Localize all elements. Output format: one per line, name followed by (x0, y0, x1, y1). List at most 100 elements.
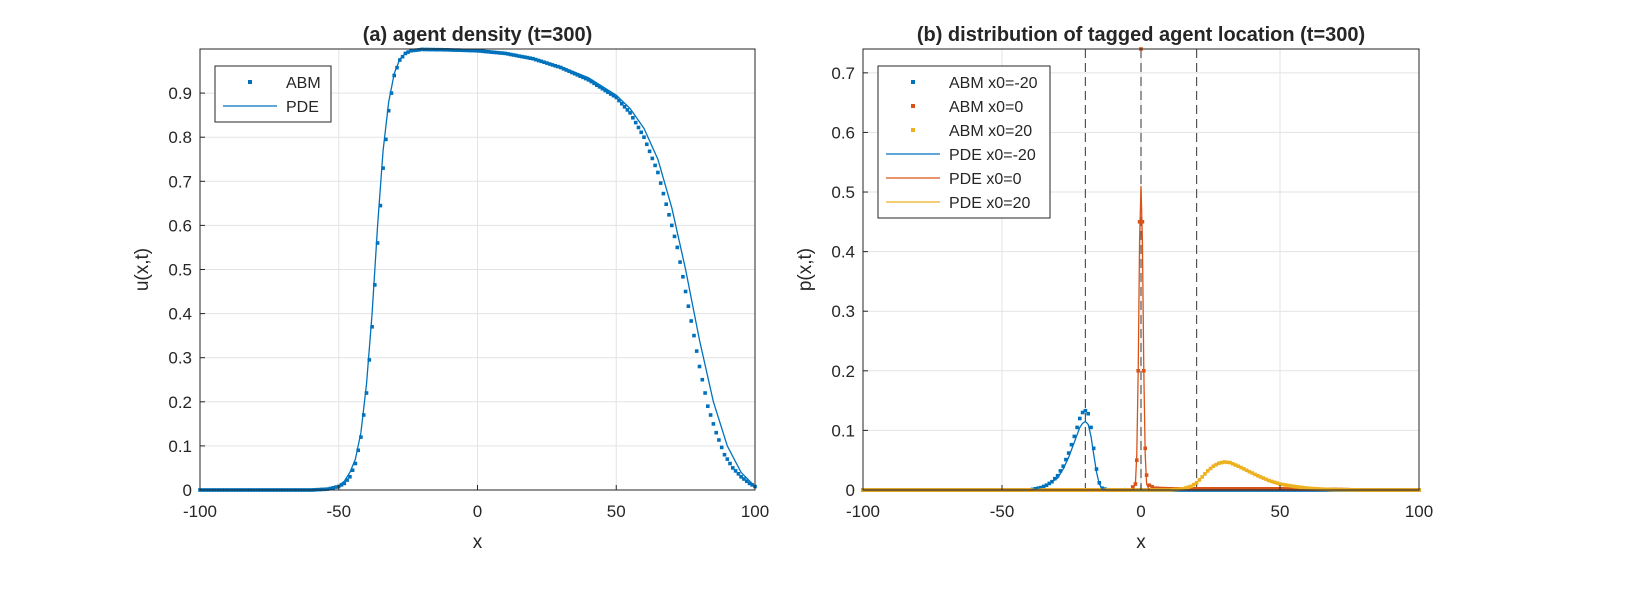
chart0-series-0-point (706, 404, 710, 408)
chart0-series-0-point (742, 477, 746, 481)
panel-agent-density: -100 -50 0 50 100 0 0.1 0.2 0.3 0.4 0.5 0.6 0.7 0.8 0.… (132, 24, 769, 553)
chart1-series-1-point (1230, 487, 1235, 491)
chart0-series-0-point (642, 135, 646, 139)
chart1-series-1-point (1219, 487, 1224, 491)
chart1-series-0-point (1061, 464, 1065, 468)
chart1-title: (b) distribution of tagged agent locatio… (917, 24, 1365, 46)
chart0-title: (a) agent density (t=300) (363, 24, 593, 46)
chart0-series-0-point (575, 73, 580, 77)
chart0-series-0-point (739, 475, 743, 479)
chart1-series-1-point (1253, 487, 1257, 491)
chart0-series-0-point (356, 448, 360, 453)
chart0-series-0-point (561, 67, 566, 71)
chart1-series-1-point (1283, 487, 1288, 491)
chart1-series-1-point (1150, 484, 1154, 489)
chart0-series-0-point (617, 98, 621, 103)
chart0-y-tick-label: 0.3 (168, 349, 192, 368)
chart0-series-0-point (750, 483, 754, 487)
chart1-series-0-point (1058, 469, 1063, 473)
chart0-x-tick-label: 0 (473, 502, 482, 521)
chart1-series-1-point (1247, 487, 1252, 491)
chart1-series-0-point (1066, 451, 1071, 455)
chart0-series-0-point (583, 76, 588, 81)
chart1-y-tick-label: 0.3 (831, 302, 855, 321)
chart1-series-1-point (1275, 487, 1279, 491)
chart0-series-0-point (703, 391, 707, 395)
chart0-series-0-point (678, 260, 682, 264)
chart1-series-1-point (1250, 487, 1254, 491)
chart0-series-0-point (608, 92, 613, 96)
chart0-series-0-point (578, 74, 582, 78)
chart0-series-0-point (697, 364, 702, 369)
chart1-y-tick-label: 0.7 (831, 64, 855, 83)
chart0-series-0-point (747, 481, 752, 486)
chart1-series-1-point (1256, 487, 1260, 491)
chart0-series-0-point (661, 191, 666, 196)
chart0-x-tick-label: -50 (326, 502, 351, 521)
chart1-series-1-point (1289, 487, 1293, 491)
chart0-series-0-point (711, 422, 716, 426)
chart1-series-4-line (863, 186, 1419, 491)
chart0-series-0-point (345, 478, 349, 482)
chart1-series-0-point (1064, 457, 1068, 462)
chart0-legend-box (214, 65, 332, 123)
chart0-x-axis-label: x (473, 532, 483, 553)
chart0-y-tick-label: 0.4 (168, 305, 192, 324)
chart0-series-0-point (389, 91, 394, 95)
chart1-series-3-line (863, 420, 1419, 491)
chart0-x-tick-label: 50 (607, 502, 626, 521)
chart0-y-tick-label: 0 (183, 481, 192, 500)
chart1-series-1-point (1269, 487, 1274, 491)
chart0-series-0-point (689, 319, 693, 323)
chart1-series-1-point (1208, 487, 1213, 491)
chart0-series-0-point (744, 479, 749, 483)
chart0-y-tick-label: 0.2 (168, 393, 192, 412)
chart0-series-0-point (683, 289, 688, 294)
chart1-series-0-point (1083, 408, 1088, 413)
chart0-y-tick-label: 0.5 (168, 261, 192, 280)
chart1-series-0-point (1055, 473, 1060, 478)
chart1-series-1-point (1292, 487, 1296, 491)
chart1-series-1-point (1192, 487, 1196, 491)
chart0-series-0-point (353, 461, 358, 466)
chart1-series-1-point (1214, 487, 1218, 491)
chart0-series-0-point (572, 71, 577, 76)
chart1-x-tick-label: -50 (990, 502, 1015, 521)
chart0-series-0-point (736, 472, 741, 476)
chart1-y-tick-label: 0.5 (831, 183, 855, 202)
chart0-series-0-point (606, 90, 610, 94)
chart0-series-0-point (672, 234, 677, 239)
chart1-series-1-point (1261, 487, 1266, 491)
chart0-series-0-point (714, 430, 718, 435)
chart0-series-0-point (636, 125, 641, 130)
chart1-series-1-point (1222, 487, 1227, 491)
chart0-series-0-point (633, 120, 638, 125)
chart0-series-0-point (670, 223, 674, 228)
chart0-series-0-point (325, 487, 330, 491)
chart0-series-0-point (664, 202, 668, 206)
chart1-series-1-point (1200, 487, 1204, 491)
chart0-y-tick-label: 0.6 (168, 216, 192, 235)
chart1-series-1-point (1244, 487, 1249, 491)
chart1-series-0-point (1091, 446, 1096, 451)
chart1-y-tick-label: 0 (846, 481, 855, 500)
chart0-series-0-point (692, 333, 696, 338)
chart1-legend-entry: ABM x0=20 (949, 123, 1032, 140)
chart0-series-0-point (348, 475, 352, 479)
chart0-y-tick-label: 0.9 (168, 84, 192, 103)
chart1-legend-swatch (911, 80, 915, 84)
chart0-series-0-point (675, 245, 680, 250)
chart0-series-0-point (708, 413, 713, 417)
chart0-series-0-point (611, 93, 616, 98)
chart1-x-axis-label: x (1136, 532, 1146, 553)
chart1-series-1-point (1286, 487, 1291, 491)
chart0-series-0-point (725, 457, 730, 461)
chart0-series-0-point (645, 142, 649, 147)
chart1-series-1-point (1294, 487, 1299, 491)
chart0-series-0-point (567, 69, 571, 73)
chart1-y-tick-label: 0.1 (831, 421, 855, 440)
chart0-series-0-point (728, 461, 732, 466)
chart1-legend-entry: PDE x0=20 (949, 195, 1030, 212)
chart1-series-1-point (1239, 487, 1243, 491)
